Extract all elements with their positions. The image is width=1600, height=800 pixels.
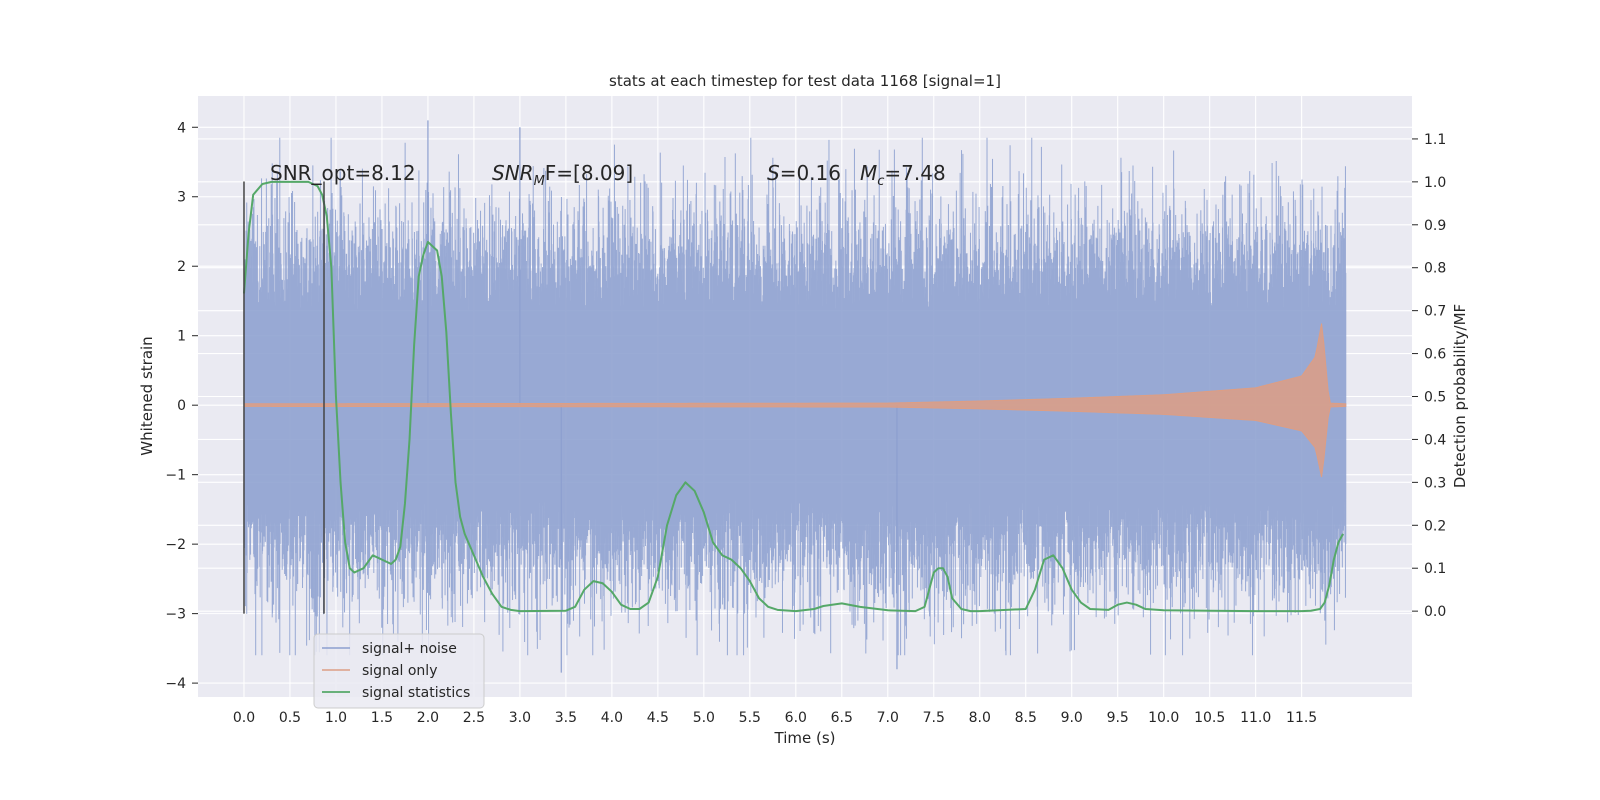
y-left-tick-label: −3 xyxy=(165,607,186,623)
x-tick-label: 0.5 xyxy=(279,710,301,726)
y-left-tick-label: 0 xyxy=(177,398,186,414)
snr-mf-main: SNR xyxy=(492,161,534,185)
y-right-tick-label: 0.8 xyxy=(1424,261,1446,277)
y-right-tick-label: 0.1 xyxy=(1424,561,1446,577)
x-tick-label: 4.0 xyxy=(601,710,623,726)
snr-mf-annotation: SNRMF=[8.09] xyxy=(492,161,633,189)
x-tick-label: 9.0 xyxy=(1061,710,1083,726)
y-right-tick-label: 0.5 xyxy=(1424,390,1446,406)
mc-sub: c xyxy=(877,174,884,189)
legend-label-stats: signal statistics xyxy=(362,685,470,701)
legend: signal+ noise signal only signal statist… xyxy=(313,633,485,709)
y-right-tick-label: 0.3 xyxy=(1424,475,1446,491)
y-left-tick-label: 4 xyxy=(177,120,186,136)
chart-title: stats at each timestep for test data 116… xyxy=(609,72,1001,90)
y-right-tick-label: 0.7 xyxy=(1424,304,1446,320)
y-right-tick-label: 0.4 xyxy=(1424,432,1446,448)
snr-opt-annotation: SNR_opt=8.12 xyxy=(270,161,416,185)
s-rest: =0.16 xyxy=(780,161,841,185)
x-tick-label: 11.0 xyxy=(1240,710,1271,726)
x-tick-label: 6.0 xyxy=(785,710,807,726)
legend-label-signal: signal only xyxy=(362,663,437,679)
x-tick-label: 5.0 xyxy=(693,710,715,726)
mc-main: M xyxy=(860,161,877,185)
y-left-axis-label: Whitened strain xyxy=(138,336,156,455)
y-left-tick-label: 3 xyxy=(177,190,186,206)
x-axis-label: Time (s) xyxy=(774,729,836,747)
y-right-tick-label: 0.6 xyxy=(1424,347,1446,363)
y-right-tick-label: 1.0 xyxy=(1424,175,1446,191)
x-tick-label: 1.5 xyxy=(371,710,393,726)
x-tick-label: 10.5 xyxy=(1194,710,1225,726)
x-tick-label: 2.0 xyxy=(417,710,439,726)
x-tick-label: 10.0 xyxy=(1148,710,1179,726)
y-left-tick-label: −1 xyxy=(165,468,186,484)
x-tick-label: 6.5 xyxy=(831,710,853,726)
y-left-tick-label: 1 xyxy=(177,329,186,345)
x-tick-label: 3.5 xyxy=(555,710,577,726)
y-left-tick-label: −4 xyxy=(165,676,186,692)
x-tick-label: 2.5 xyxy=(463,710,485,726)
legend-box xyxy=(313,633,485,709)
s-annotation: S=0.16 xyxy=(767,161,841,185)
y-right-tick-label: 0.2 xyxy=(1424,518,1446,534)
x-tick-label: 0.0 xyxy=(233,710,255,726)
mc-annotation: Mc=7.48 xyxy=(860,161,946,189)
y-left-tick-label: 2 xyxy=(177,259,186,275)
snr-mf-rest: F=[8.09] xyxy=(545,161,633,185)
signal-statistics-series xyxy=(242,180,1344,613)
x-tick-label: 5.5 xyxy=(739,710,761,726)
x-tick-label: 11.5 xyxy=(1286,710,1317,726)
mc-rest: =7.48 xyxy=(884,161,945,185)
snr-mf-sub: M xyxy=(534,174,545,189)
s-main: S xyxy=(767,161,780,185)
y-right-tick-label: 0.0 xyxy=(1424,604,1446,620)
y-right-axis-label: Detection probability/MF xyxy=(1451,304,1469,488)
y-left-tick-label: −2 xyxy=(165,537,186,553)
x-tick-label: 7.0 xyxy=(877,710,899,726)
y-right-tick-label: 1.1 xyxy=(1424,132,1446,148)
x-tick-labels: 0.0 0.5 1.0 1.5 2.0 2.5 3.0 3.5 4.0 4.5 5.0 5.5 6.0 6… xyxy=(233,710,1317,726)
x-tick-label: 3.0 xyxy=(509,710,531,726)
x-tick-label: 7.5 xyxy=(923,710,945,726)
plot-layer xyxy=(242,120,1347,673)
vertical-markers xyxy=(243,181,325,614)
x-tick-label: 8.5 xyxy=(1015,710,1037,726)
legend-label-noise: signal+ noise xyxy=(362,641,457,657)
y-right-tick-label: 0.9 xyxy=(1424,218,1446,234)
y-left-tick-labels: 4 3 2 1 0 −1 −2 −3 −4 xyxy=(165,120,198,692)
x-tick-label: 9.5 xyxy=(1107,710,1129,726)
x-tick-label: 4.5 xyxy=(647,710,669,726)
signal-only-series xyxy=(243,323,1347,478)
x-tick-label: 1.0 xyxy=(325,710,347,726)
x-tick-label: 8.0 xyxy=(969,710,991,726)
y-right-tick-labels: 1.1 1.0 0.9 0.8 0.7 0.6 0.5 0.4 0.3 0.2 0.1 0.0 xyxy=(1412,132,1446,620)
